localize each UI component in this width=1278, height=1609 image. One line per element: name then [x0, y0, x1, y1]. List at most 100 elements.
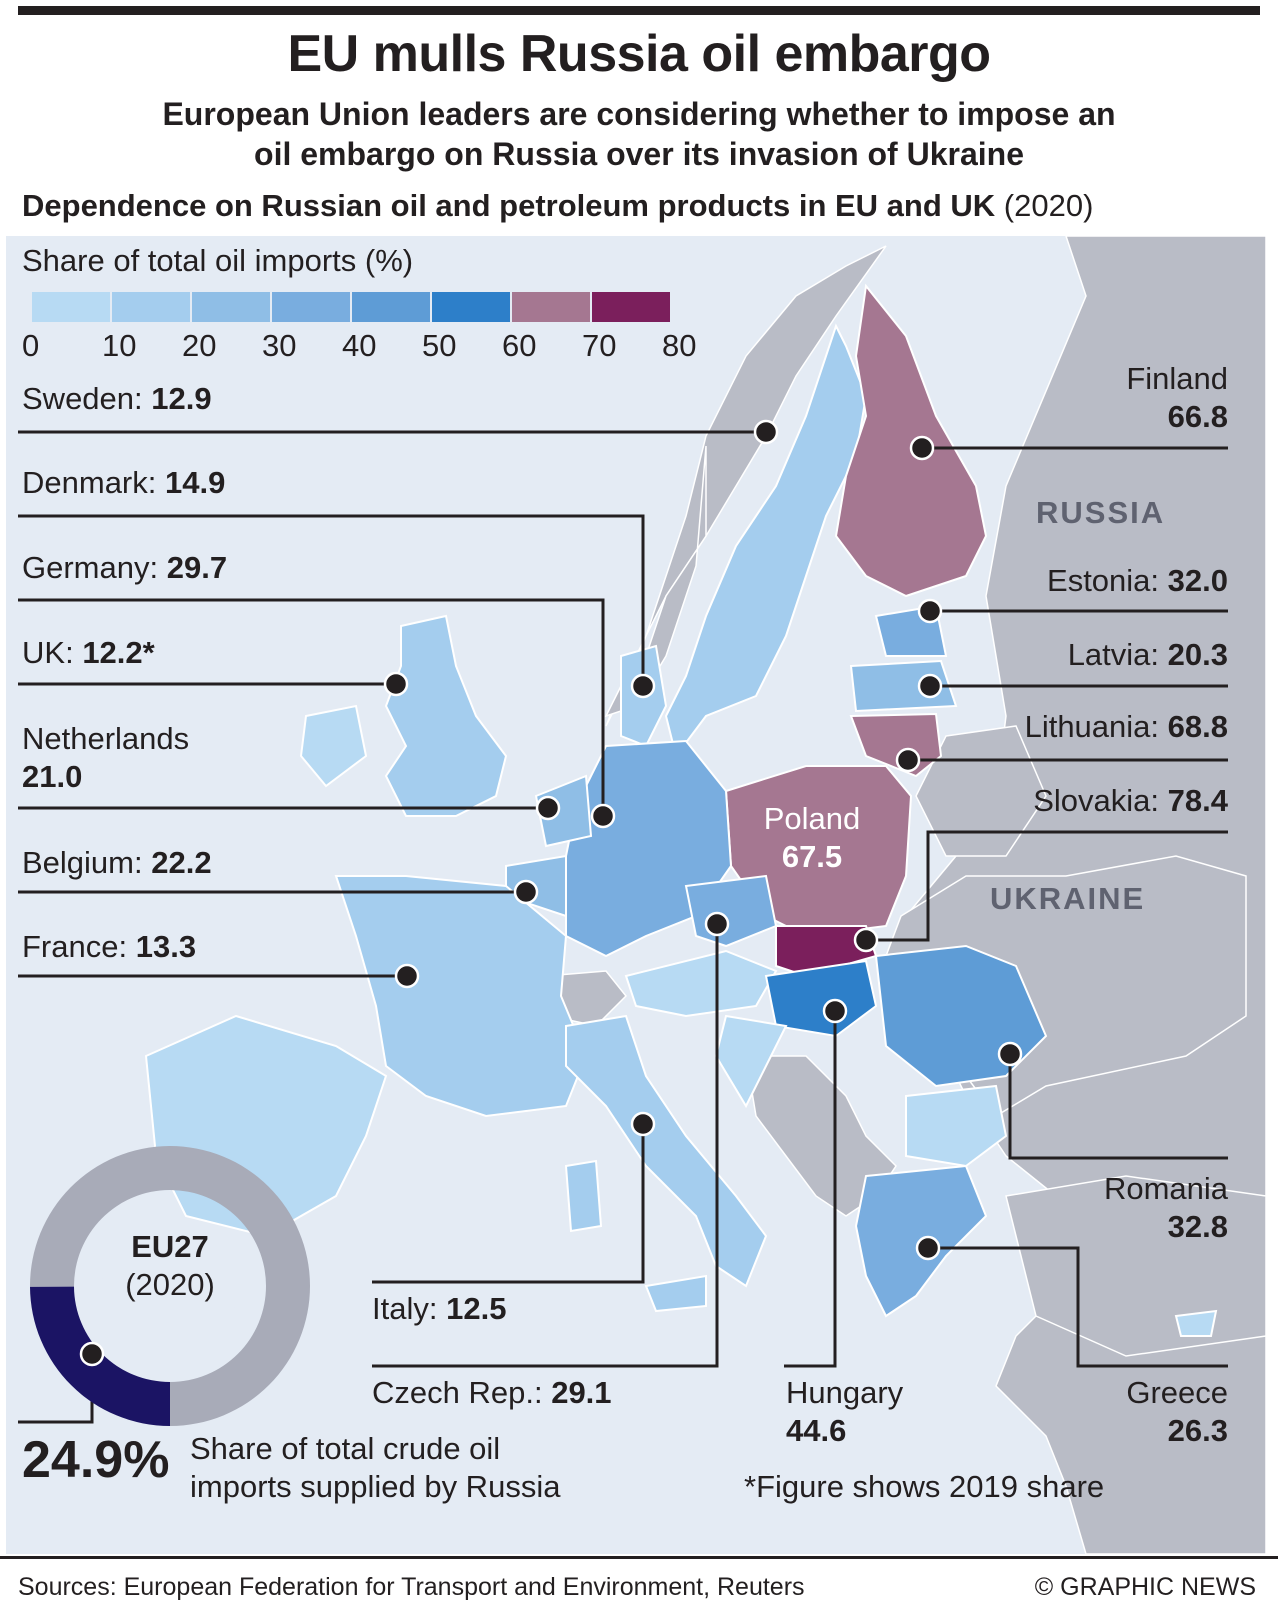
poland-name: Poland	[763, 801, 861, 836]
czech-label: Czech Rep.: 29.1	[372, 1374, 612, 1412]
credit: © GRAPHIC NEWS	[1034, 1573, 1256, 1601]
legend-tick: 40	[342, 328, 377, 363]
lithuania-value: 68.8	[1167, 709, 1228, 744]
sicily-shape	[644, 1274, 707, 1313]
germany-value: 29.7	[166, 550, 228, 585]
poland-value: 67.5	[781, 839, 843, 874]
ukraine-label: UKRAINE	[990, 881, 1146, 916]
denmark-marker	[630, 673, 656, 699]
sweden-value: 12.9	[151, 381, 212, 416]
leader-lines	[18, 430, 1228, 1424]
greece-label: Greece 26.3	[1126, 1374, 1228, 1450]
italy-name: Italy:	[372, 1291, 438, 1326]
legend-swatch	[272, 292, 350, 322]
romania-marker	[997, 1041, 1023, 1067]
share-caption-line-2: imports supplied by Russia	[190, 1469, 561, 1504]
hungary-label: Hungary 44.6	[786, 1374, 903, 1450]
latvia-shape	[849, 659, 958, 713]
legend-title: Share of total oil imports (%)	[22, 243, 414, 278]
legend-tick: 0	[22, 328, 40, 363]
legend-tick: 20	[182, 328, 217, 363]
greece-value: 26.3	[1167, 1413, 1228, 1448]
estonia-marker	[917, 598, 943, 624]
denmark-value: 14.9	[165, 465, 226, 500]
subtitle-line-2: oil embargo on Russia over its invasion …	[254, 136, 1024, 172]
page-title: EU mulls Russia oil embargo	[287, 25, 991, 83]
latvia-marker	[917, 673, 943, 699]
legend-tick: 60	[502, 328, 537, 363]
czech-marker	[704, 911, 730, 937]
hungary-name: Hungary	[786, 1375, 904, 1410]
lithuania-marker	[895, 747, 921, 773]
uk-label: UK: 12.2*	[22, 634, 155, 672]
romania-leader	[1008, 1054, 1228, 1160]
ireland-shape	[299, 704, 368, 788]
romania-name: Romania	[1103, 1171, 1228, 1206]
estonia-label: Estonia: 32.0	[1047, 562, 1228, 600]
chart-heading-text: Dependence on Russian oil and petroleum …	[22, 188, 996, 223]
france-name: France:	[22, 929, 128, 964]
marker-dots	[383, 419, 1023, 1261]
netherlands-shape	[534, 774, 593, 848]
share-caption-line-1: Share of total crude oil	[190, 1431, 501, 1466]
greece-name: Greece	[1126, 1375, 1228, 1410]
legend-swatch	[112, 292, 190, 322]
legend-swatch	[592, 292, 670, 322]
legend-swatch	[32, 292, 110, 322]
germany-leader	[18, 598, 605, 816]
czech-value: 29.1	[551, 1375, 612, 1410]
greece-marker	[915, 1235, 941, 1261]
greece-leader	[928, 1246, 1228, 1368]
latvia-value: 20.3	[1167, 637, 1228, 672]
estonia-name: Estonia:	[1047, 563, 1160, 598]
bulgaria-shape	[905, 1084, 1008, 1168]
estonia-value: 32.0	[1167, 563, 1228, 598]
donut-eu27: EU27	[131, 1229, 209, 1264]
donut-year: (2020)	[125, 1267, 215, 1302]
czech-shape	[684, 874, 778, 948]
czech-leader	[372, 924, 719, 1368]
latvia-label: Latvia: 20.3	[1068, 636, 1228, 674]
belgium-marker	[513, 879, 539, 905]
legend-swatch	[352, 292, 430, 322]
austria-shape	[624, 949, 778, 1018]
legend-tick: 70	[582, 328, 617, 363]
map-panel: Share of total oil imports (%) 0 10 20 30 40…	[6, 236, 1266, 1554]
uk-value: 12.2*	[82, 635, 155, 670]
eu27-donut-chart	[30, 1146, 311, 1426]
italy-value: 12.5	[446, 1291, 507, 1326]
russia-label: RUSSIA	[1036, 495, 1166, 530]
denmark-name: Denmark:	[22, 465, 157, 500]
poland-label: Poland 67.5	[758, 800, 866, 876]
belgium-value: 22.2	[151, 845, 212, 880]
top-rule	[18, 6, 1260, 15]
netherlands-name: Netherlands	[22, 721, 190, 756]
germany-marker	[590, 803, 616, 829]
legend-swatch	[432, 292, 510, 322]
hungary-marker	[822, 998, 848, 1024]
eu27-marker	[79, 1341, 105, 1367]
turkey-shape	[1005, 1175, 1266, 1357]
denmark-leader	[18, 514, 645, 686]
donut-label: EU27 (2020)	[110, 1228, 230, 1304]
hungary-value: 44.6	[786, 1413, 847, 1448]
italy-label: Italy: 12.5	[372, 1290, 506, 1328]
sources: Sources: European Federation for Transpo…	[18, 1573, 805, 1601]
chart-heading: Dependence on Russian oil and petroleum …	[22, 188, 1093, 224]
germany-label: Germany: 29.7	[22, 549, 227, 587]
lithuania-name: Lithuania:	[1024, 709, 1160, 744]
donut-inner-background	[102, 1218, 238, 1354]
legend-color-bar	[32, 292, 670, 322]
slovakia-marker	[853, 927, 879, 953]
germany-name: Germany:	[22, 550, 159, 585]
finland-label: Finland 66.8	[1126, 360, 1228, 436]
non-eu-land	[545, 236, 1266, 1554]
europe-map	[18, 236, 1266, 1554]
latvia-name: Latvia:	[1067, 637, 1160, 672]
slovakia-name: Slovakia:	[1033, 783, 1160, 818]
lithuania-label: Lithuania: 68.8	[1025, 708, 1228, 746]
hungary-shape	[764, 959, 878, 1038]
sweden-name: Sweden:	[22, 381, 143, 416]
italy-marker	[630, 1111, 656, 1137]
italy-leader	[372, 1124, 645, 1284]
